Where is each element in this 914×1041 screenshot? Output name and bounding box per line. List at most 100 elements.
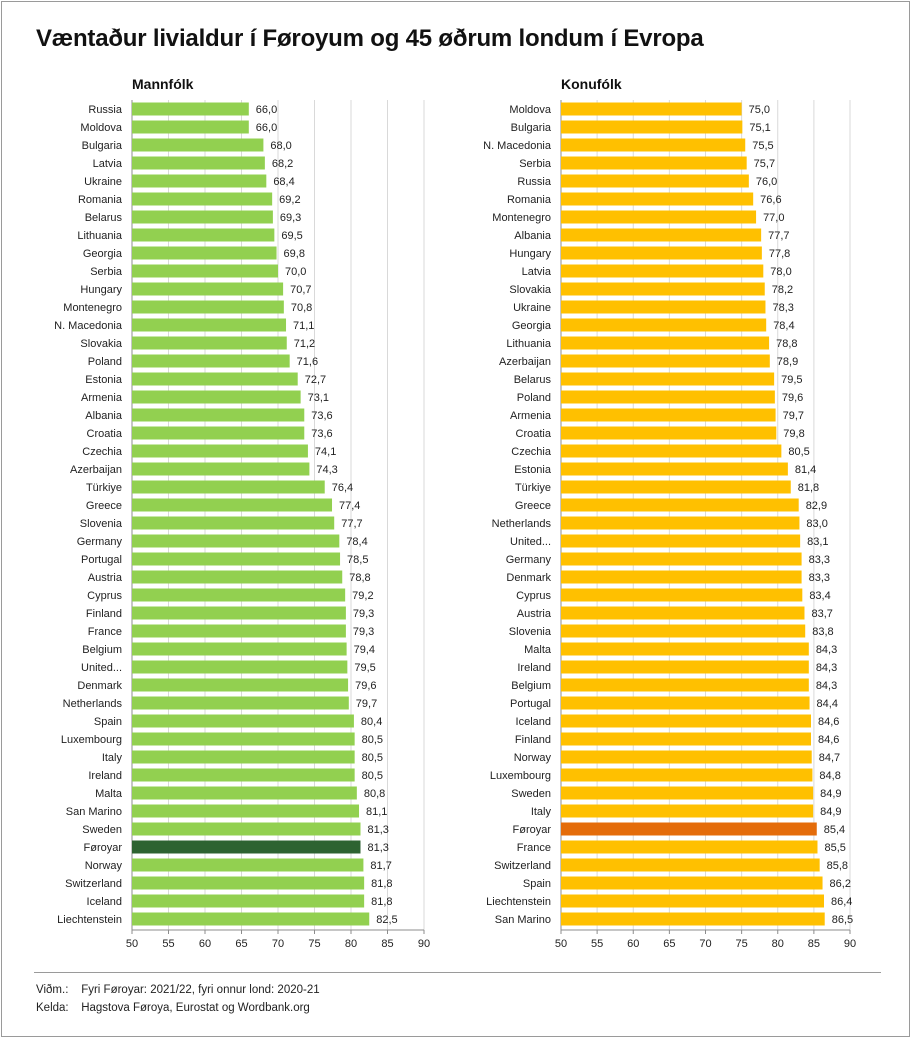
men-value-label-12: 71,1 <box>293 320 314 332</box>
men-value-label-38: 80,8 <box>364 788 385 800</box>
men-bar-26 <box>132 570 343 584</box>
men-value-label-43: 81,8 <box>371 878 392 890</box>
women-bar-19 <box>561 444 782 458</box>
women-value-label-0: 75,0 <box>749 104 770 116</box>
men-category-label-4: Ukraine <box>84 176 122 188</box>
men-category-label-18: Croatia <box>87 428 123 440</box>
women-bar-37 <box>561 768 813 782</box>
women-value-label-29: 83,8 <box>812 626 833 638</box>
women-category-label-12: Georgia <box>512 320 552 332</box>
men-value-label-36: 80,5 <box>362 752 383 764</box>
men-value-label-4: 68,4 <box>273 176 294 188</box>
men-value-label-45: 82,5 <box>376 914 397 926</box>
men-bar-10 <box>132 282 284 296</box>
men-category-label-16: Armenia <box>81 392 123 404</box>
men-bar-35 <box>132 732 355 746</box>
men-category-label-1: Moldova <box>80 122 122 134</box>
women-value-label-15: 79,5 <box>781 374 802 386</box>
men-category-label-17: Albania <box>85 410 123 422</box>
men-value-label-8: 69,8 <box>284 248 305 260</box>
women-bar-20 <box>561 462 788 476</box>
men-bar-16 <box>132 390 301 404</box>
men-value-label-2: 68,0 <box>270 140 291 152</box>
men-bar-42 <box>132 858 364 872</box>
men-x-tick-label: 50 <box>126 938 138 950</box>
women-bar-41 <box>561 840 818 854</box>
men-value-label-27: 79,2 <box>352 590 373 602</box>
women-bar-29 <box>561 624 806 638</box>
women-value-label-41: 85,5 <box>824 842 845 854</box>
women-category-label-33: Portugal <box>510 698 551 710</box>
women-x-tick-label: 80 <box>772 938 784 950</box>
women-value-label-27: 83,4 <box>809 590 830 602</box>
women-bar-32 <box>561 678 809 692</box>
men-bar-18 <box>132 426 305 440</box>
men-category-label-6: Belarus <box>85 212 123 224</box>
women-value-label-10: 78,2 <box>772 284 793 296</box>
women-category-label-16: Poland <box>517 392 551 404</box>
men-bar-20 <box>132 462 310 476</box>
women-value-label-33: 84,4 <box>817 698 838 710</box>
women-bar-31 <box>561 660 809 674</box>
women-x-tick-label: 55 <box>591 938 603 950</box>
women-value-label-24: 83,1 <box>807 536 828 548</box>
women-value-label-4: 76,0 <box>756 176 777 188</box>
men-category-label-11: Montenegro <box>63 302 122 314</box>
women-category-label-32: Belgium <box>511 680 551 692</box>
men-category-label-2: Bulgaria <box>82 140 123 152</box>
men-category-label-45: Liechtenstein <box>57 914 122 926</box>
men-value-label-32: 79,6 <box>355 680 376 692</box>
women-category-label-38: Sweden <box>511 788 551 800</box>
men-value-label-17: 73,6 <box>311 410 332 422</box>
women-category-label-21: Türkiye <box>515 482 551 494</box>
men-value-label-37: 80,5 <box>362 770 383 782</box>
men-bar-5 <box>132 192 273 206</box>
women-value-label-18: 79,8 <box>783 428 804 440</box>
men-value-label-29: 79,3 <box>353 626 374 638</box>
men-bar-7 <box>132 228 275 242</box>
women-category-label-25: Germany <box>506 554 552 566</box>
women-bar-21 <box>561 480 791 494</box>
men-value-label-39: 81,1 <box>366 806 387 818</box>
women-bar-16 <box>561 390 775 404</box>
men-category-label-20: Azerbaijan <box>70 464 122 476</box>
men-bar-37 <box>132 768 355 782</box>
women-value-label-21: 81,8 <box>798 482 819 494</box>
women-value-label-20: 81,4 <box>795 464 816 476</box>
men-bar-28 <box>132 606 346 620</box>
women-category-label-29: Slovenia <box>509 626 552 638</box>
men-x-tick-label: 80 <box>345 938 357 950</box>
women-category-label-31: Ireland <box>517 662 551 674</box>
men-x-tick-label: 60 <box>199 938 211 950</box>
women-category-label-7: Albania <box>514 230 552 242</box>
men-value-label-11: 70,8 <box>291 302 312 314</box>
men-bar-8 <box>132 246 277 260</box>
women-category-label-20: Estonia <box>514 464 552 476</box>
women-category-label-11: Ukraine <box>513 302 551 314</box>
women-bar-18 <box>561 426 777 440</box>
men-bar-15 <box>132 372 298 386</box>
men-value-label-25: 78,5 <box>347 554 368 566</box>
men-value-label-41: 81,3 <box>367 842 388 854</box>
women-category-label-34: Iceland <box>516 716 551 728</box>
men-category-label-38: Malta <box>95 788 123 800</box>
women-bar-24 <box>561 534 801 548</box>
women-value-label-25: 83,3 <box>809 554 830 566</box>
men-bar-40 <box>132 822 361 836</box>
men-x-tick-label: 75 <box>308 938 320 950</box>
women-value-label-13: 78,8 <box>776 338 797 350</box>
women-category-label-18: Croatia <box>516 428 552 440</box>
men-category-label-3: Latvia <box>93 158 123 170</box>
source-text: Hagstova Føroya, Eurostat og Wordbank.or… <box>81 1002 310 1014</box>
men-value-label-44: 81,8 <box>371 896 392 908</box>
women-bar-10 <box>561 282 765 296</box>
women-category-label-43: Spain <box>523 878 551 890</box>
women-bar-26 <box>561 570 802 584</box>
men-value-label-34: 80,4 <box>361 716 382 728</box>
men-value-label-20: 74,3 <box>316 464 337 476</box>
women-bar-34 <box>561 714 811 728</box>
men-value-label-26: 78,8 <box>349 572 370 584</box>
men-value-label-19: 74,1 <box>315 446 336 458</box>
men-category-label-28: Finland <box>86 608 122 620</box>
